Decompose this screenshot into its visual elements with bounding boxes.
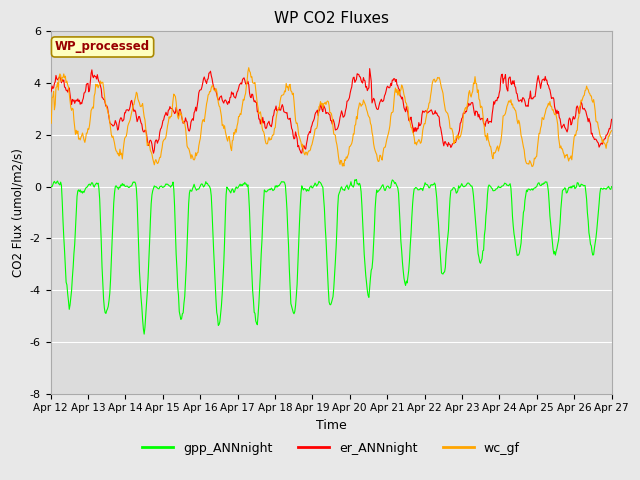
Legend: gpp_ANNnight, er_ANNnight, wc_gf: gpp_ANNnight, er_ANNnight, wc_gf bbox=[137, 437, 525, 460]
Text: WP_processed: WP_processed bbox=[55, 40, 150, 53]
Y-axis label: CO2 Flux (umol/m2/s): CO2 Flux (umol/m2/s) bbox=[11, 148, 24, 277]
Title: WP CO2 Fluxes: WP CO2 Fluxes bbox=[273, 11, 388, 26]
X-axis label: Time: Time bbox=[316, 419, 346, 432]
